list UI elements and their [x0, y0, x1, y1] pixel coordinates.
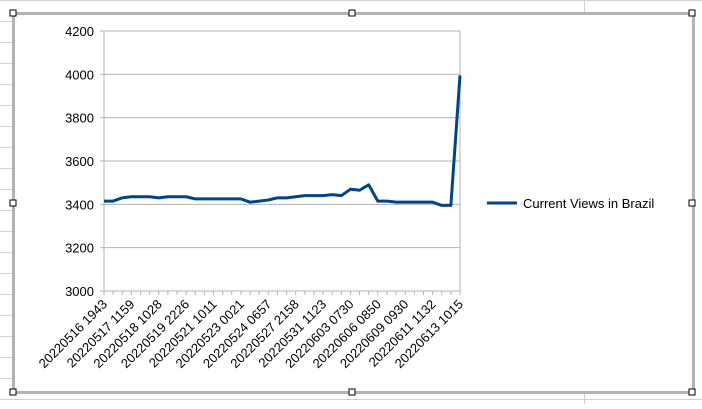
y-tick-label: 3400: [65, 197, 94, 212]
legend-label: Current Views in Brazil: [523, 196, 654, 211]
y-tick-label: 3200: [65, 241, 94, 256]
data-line: [104, 75, 462, 207]
y-tick-label: 3800: [65, 111, 94, 126]
y-tick-label: 4200: [65, 24, 94, 39]
y-tick-label: 3000: [65, 284, 94, 299]
y-tick-label: 4000: [65, 67, 94, 82]
selection-handles: [9, 9, 696, 396]
y-tick-label: 3600: [65, 154, 94, 169]
